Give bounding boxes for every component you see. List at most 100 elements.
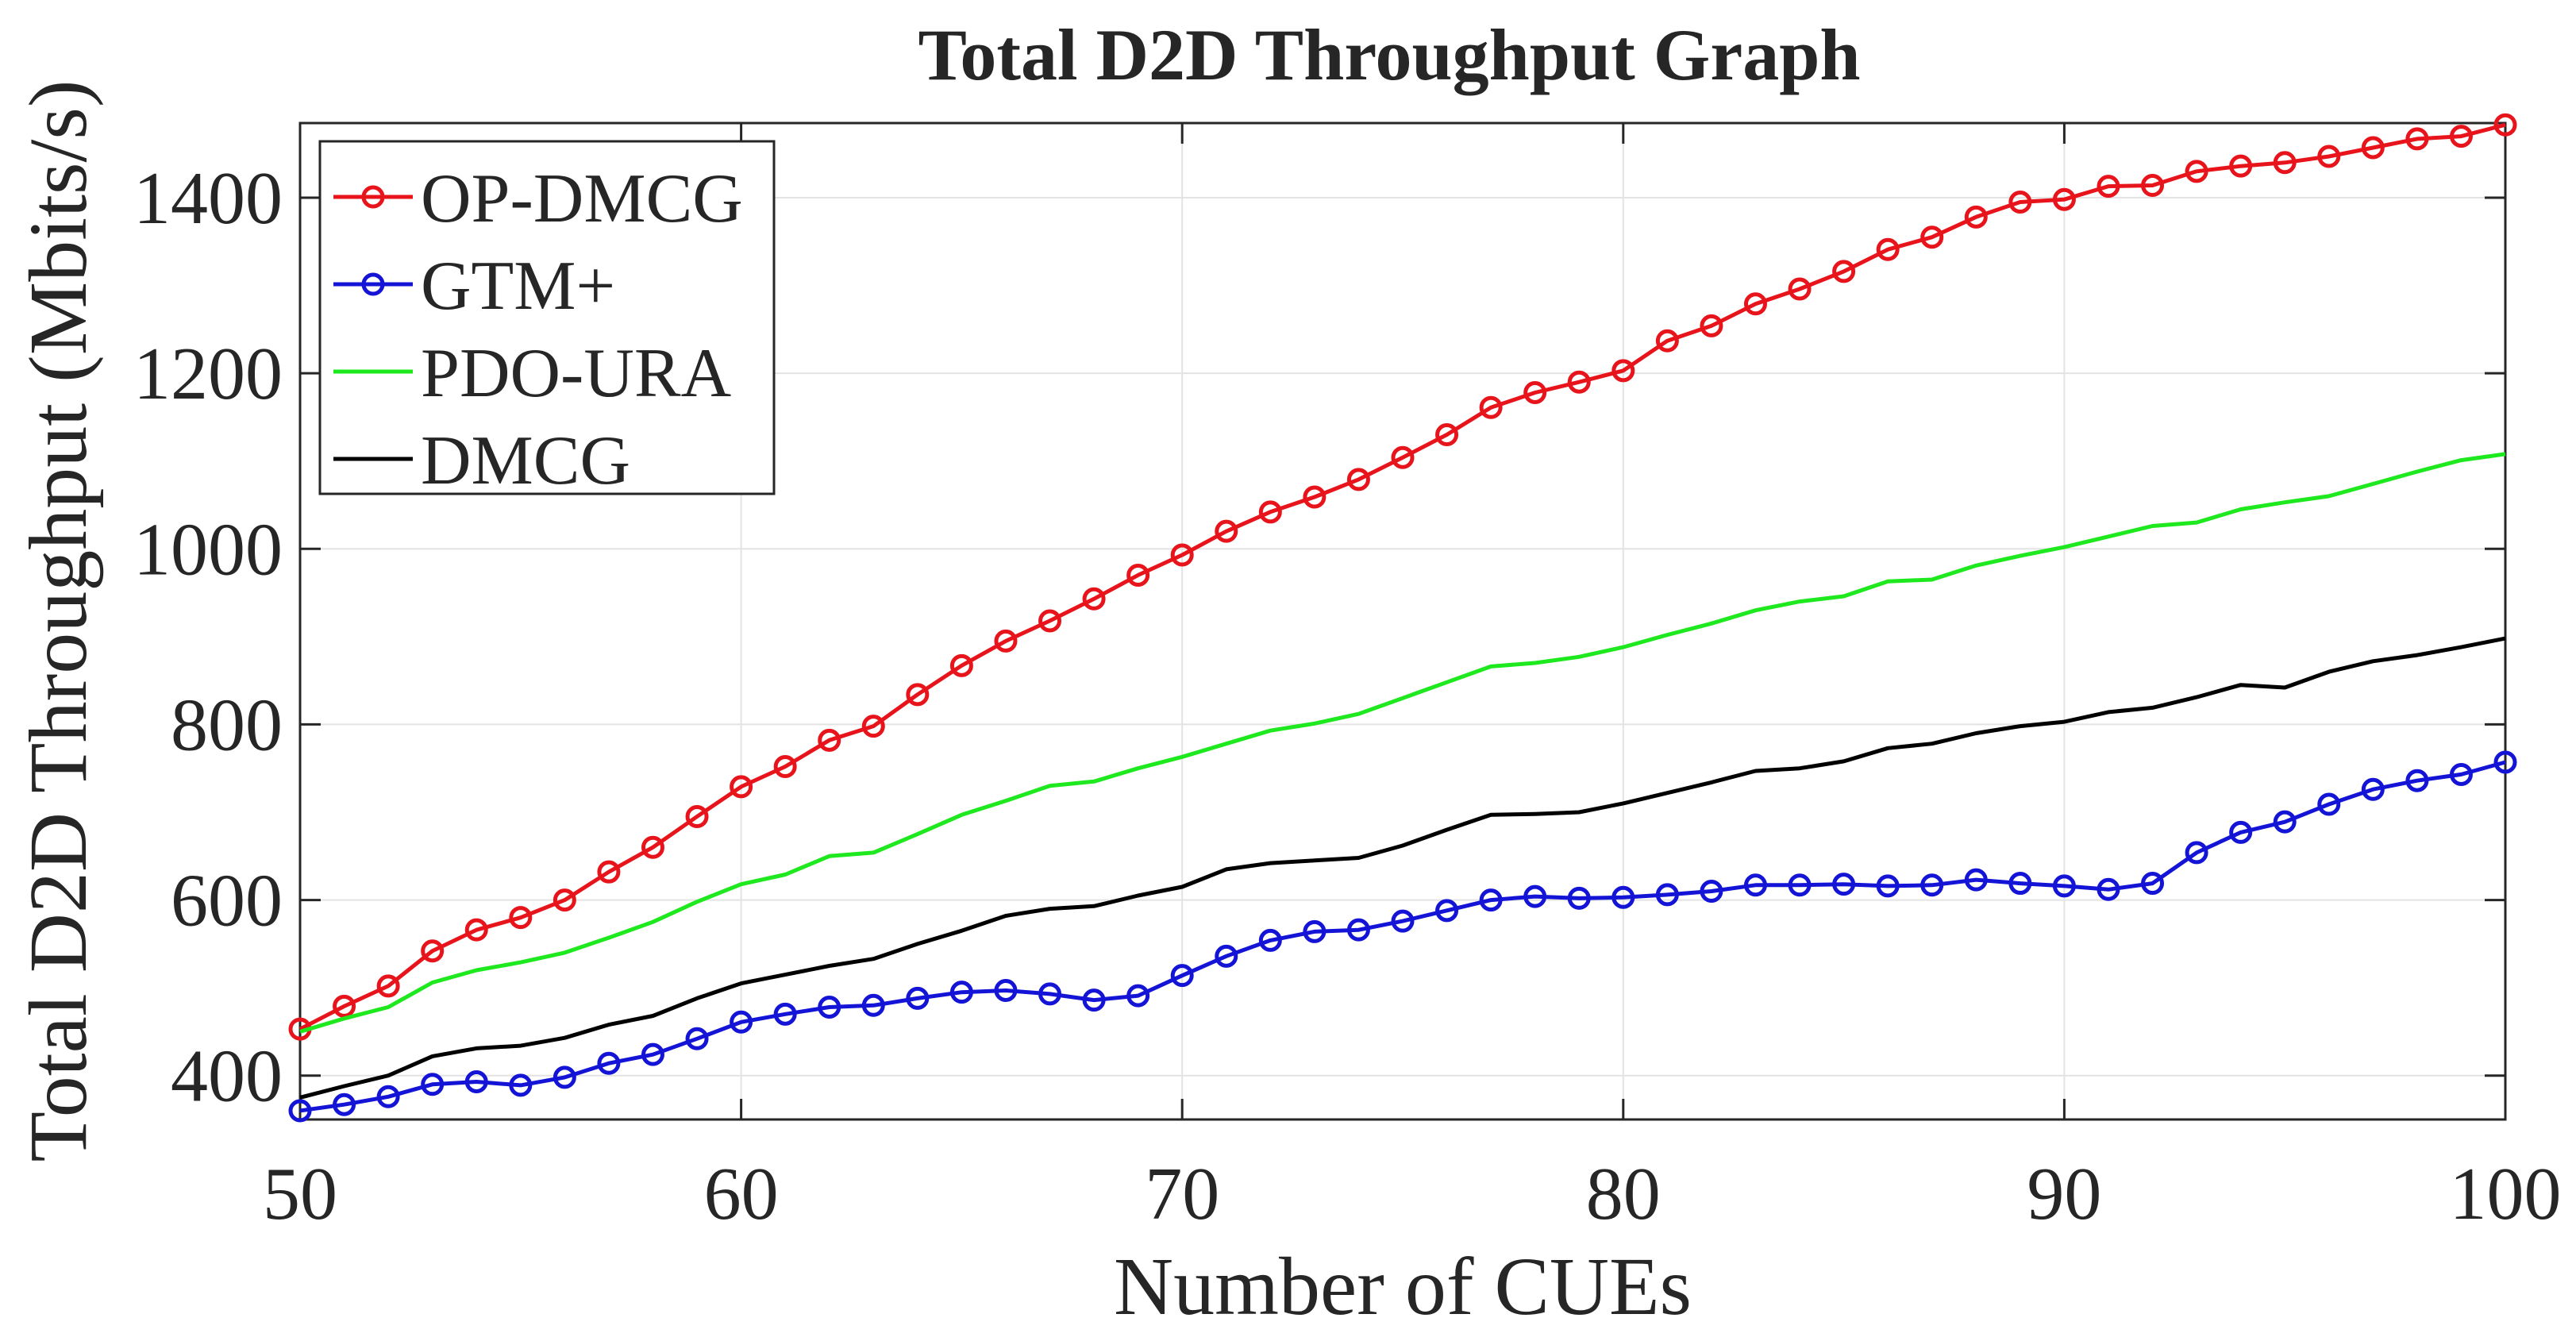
data-point xyxy=(1170,543,1194,567)
data-point xyxy=(1346,468,1370,491)
x-tick-label: 80 xyxy=(1586,1153,1661,1235)
data-point xyxy=(1523,884,1547,908)
series-op-dmcg xyxy=(288,113,2517,1041)
data-point xyxy=(1215,944,1238,968)
data-point xyxy=(1655,329,1679,353)
data-point xyxy=(1038,982,1062,1006)
data-point xyxy=(1479,395,1503,419)
data-point xyxy=(2229,820,2253,844)
x-tick-label: 90 xyxy=(2027,1153,2101,1235)
data-point xyxy=(2185,841,2208,865)
data-point xyxy=(2141,174,2165,198)
data-point xyxy=(1567,886,1591,910)
axis-ticks: 50 60 70 80 90 100 400 600 800 1000 1200 1400 xyxy=(133,123,2562,1235)
data-point xyxy=(906,683,930,707)
data-point xyxy=(1303,919,1327,943)
data-point xyxy=(1170,964,1194,988)
data-point xyxy=(2052,187,2076,211)
data-point xyxy=(2008,191,2032,214)
data-point xyxy=(2361,777,2385,801)
y-tick-label: 1200 xyxy=(133,333,283,415)
legend-label: DMCG xyxy=(421,422,630,499)
legend-item-dmcg: DMCG xyxy=(333,422,630,499)
data-point xyxy=(1876,237,1900,261)
data-point xyxy=(509,1073,533,1097)
data-point xyxy=(2141,872,2165,896)
data-point xyxy=(597,860,621,884)
data-point xyxy=(597,1051,621,1075)
series-line-op-dmcg xyxy=(298,122,2506,1031)
data-point xyxy=(1435,899,1459,923)
data-point xyxy=(994,629,1018,653)
data-point xyxy=(1964,868,1988,892)
data-point xyxy=(1876,874,1900,898)
data-point xyxy=(1788,277,1812,301)
data-point xyxy=(376,974,400,998)
data-point xyxy=(818,995,841,1019)
data-point xyxy=(333,994,356,1018)
data-point xyxy=(818,728,841,752)
data-point xyxy=(1038,609,1062,633)
series-gtm xyxy=(288,750,2517,1123)
data-point xyxy=(1346,918,1370,942)
data-point xyxy=(2317,145,2341,168)
data-point xyxy=(2493,113,2517,137)
legend-label: GTM+ xyxy=(421,248,615,325)
data-point xyxy=(773,1002,797,1026)
series-layer xyxy=(288,113,2517,1123)
data-point xyxy=(1788,873,1812,897)
data-point xyxy=(553,888,576,912)
y-axis-label: Total D2D Throughput (Mbits/s) xyxy=(13,80,104,1162)
data-point xyxy=(1832,260,1856,283)
data-point xyxy=(2317,792,2341,816)
data-point xyxy=(288,1099,312,1123)
data-point xyxy=(685,805,709,829)
data-point xyxy=(2273,151,2297,175)
legend-item-op-dmcg: OP-DMCG xyxy=(333,160,743,237)
data-point xyxy=(1655,883,1679,907)
data-point xyxy=(641,1042,664,1066)
data-point xyxy=(2052,874,2076,898)
data-point xyxy=(1964,205,1988,229)
data-point xyxy=(2097,175,2120,198)
data-point xyxy=(2273,810,2297,834)
data-point xyxy=(2493,750,2517,774)
series-line-dmcg xyxy=(299,636,2506,1100)
data-point xyxy=(1215,519,1238,543)
data-point xyxy=(2449,762,2473,786)
data-point xyxy=(906,986,930,1010)
data-point xyxy=(1082,587,1106,611)
data-point xyxy=(1435,423,1459,447)
data-point xyxy=(2008,872,2032,896)
data-point xyxy=(2361,136,2385,160)
data-point xyxy=(1611,359,1635,383)
x-tick-label: 100 xyxy=(2450,1153,2562,1235)
data-point xyxy=(949,653,973,677)
y-tick-label: 800 xyxy=(171,684,283,766)
data-point xyxy=(641,835,664,859)
data-point xyxy=(2405,769,2429,792)
x-axis-label: Number of CUEs xyxy=(1114,1241,1692,1332)
data-point xyxy=(421,1073,445,1096)
x-tick-label: 50 xyxy=(263,1153,337,1235)
series-pdo-ura xyxy=(299,452,2506,1034)
data-point xyxy=(509,906,533,930)
data-point xyxy=(2229,154,2253,178)
data-point xyxy=(464,918,488,942)
legend-marker xyxy=(361,272,385,296)
data-point xyxy=(1743,873,1767,897)
data-point xyxy=(2405,127,2429,151)
data-point xyxy=(1700,880,1723,904)
series-line-gtm xyxy=(299,760,2506,1113)
series-dmcg xyxy=(299,636,2506,1100)
y-tick-label: 600 xyxy=(171,860,283,942)
x-tick-label: 70 xyxy=(1145,1153,1219,1235)
legend-item-gtm: GTM+ xyxy=(333,248,615,325)
data-point xyxy=(1082,988,1106,1012)
y-tick-label: 400 xyxy=(171,1035,283,1118)
data-point xyxy=(1920,225,1944,249)
data-point xyxy=(1258,928,1282,952)
data-point xyxy=(1523,380,1547,404)
chart-title: Total D2D Throughput Graph xyxy=(918,14,1860,95)
